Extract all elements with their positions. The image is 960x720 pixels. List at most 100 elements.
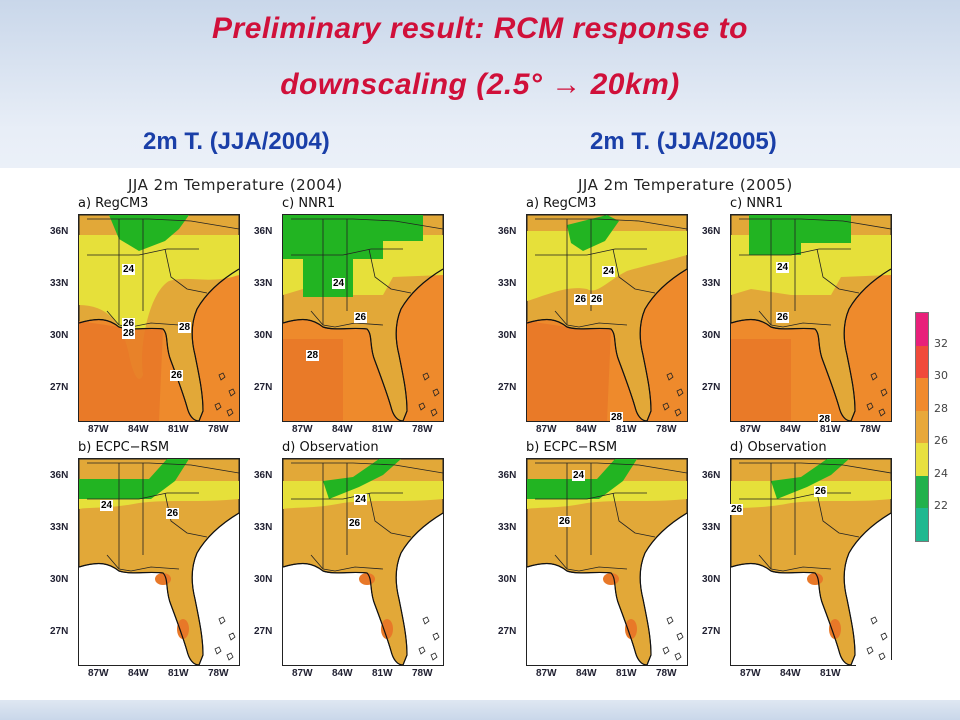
lon-tick-label: 84W: [576, 424, 597, 435]
lat-tick-label: 27N: [702, 382, 721, 393]
corner-box: [856, 660, 936, 704]
subtitle-2005: 2m T. (JJA/2005): [590, 128, 777, 155]
lon-tick-label: 87W: [740, 424, 761, 435]
temperature-map: [731, 215, 891, 421]
lat-tick-label: 36N: [50, 470, 69, 481]
lon-tick-label: 81W: [616, 424, 637, 435]
lat-tick-label: 36N: [254, 226, 273, 237]
contour-label: 26: [590, 294, 604, 305]
lat-tick-label: 30N: [702, 330, 721, 341]
panel-label: c) NNR1: [282, 196, 336, 211]
contour-label: 24: [354, 494, 368, 505]
contour-label: 24: [100, 500, 114, 511]
contour-label: 26: [170, 370, 184, 381]
lon-tick-label: 81W: [168, 424, 189, 435]
temperature-map: [527, 459, 687, 665]
lon-tick-label: 81W: [820, 668, 841, 679]
lat-tick-label: 30N: [254, 574, 273, 585]
contour-label: 24: [776, 262, 790, 273]
colorbar-label: 32: [934, 336, 948, 350]
contour-label: 28: [122, 328, 136, 339]
panel-label: d) Observation: [282, 440, 379, 455]
lat-tick-label: 36N: [498, 226, 517, 237]
contour-label: 28: [178, 322, 192, 333]
figure-title-2004: JJA 2m Temperature (2004): [128, 176, 343, 194]
map-frame: [78, 458, 240, 666]
lon-tick-label: 84W: [128, 668, 149, 679]
lat-tick-label: 27N: [254, 626, 273, 637]
slide-title-line2: downscaling (2.5° → 20km): [280, 68, 680, 101]
lat-tick-label: 30N: [498, 330, 517, 341]
lon-tick-label: 78W: [412, 668, 433, 679]
map-frame: [730, 214, 892, 422]
lat-tick-label: 36N: [702, 226, 721, 237]
colorbar-label: 30: [934, 369, 948, 383]
lat-tick-label: 33N: [254, 278, 273, 289]
subtitle-2004: 2m T. (JJA/2004): [143, 128, 330, 155]
panel-label: d) Observation: [730, 440, 827, 455]
lon-tick-label: 87W: [536, 668, 557, 679]
map-frame: [526, 458, 688, 666]
lon-tick-label: 78W: [208, 424, 229, 435]
map-frame: [78, 214, 240, 422]
map-panel: c) NNR1 24 26 28 36N 33N 30N 27N 87W 84W 81W 78W: [702, 196, 892, 435]
lat-tick-label: 30N: [702, 574, 721, 585]
bottom-decoration: [0, 700, 960, 720]
lon-tick-label: 87W: [88, 424, 109, 435]
temperature-map: [283, 459, 443, 665]
lat-tick-label: 27N: [498, 626, 517, 637]
lon-tick-label: 81W: [820, 424, 841, 435]
lon-tick-label: 87W: [292, 424, 313, 435]
colorbar-segment: [916, 508, 928, 541]
lat-tick-label: 36N: [702, 470, 721, 481]
colorbar-segment: [916, 378, 928, 411]
contour-label: 26: [122, 318, 136, 329]
panel-label: c) NNR1: [730, 196, 784, 211]
contour-label: 24: [602, 266, 616, 277]
lon-tick-label: 81W: [372, 668, 393, 679]
map-panel: c) NNR1 24 26 28 36N 33N 30N 27N 87W 84W 81W 78W: [254, 196, 444, 435]
contour-label: 26: [776, 312, 790, 323]
contour-label: 26: [348, 518, 362, 529]
lat-tick-label: 27N: [50, 382, 69, 393]
colorbar-segment: [916, 345, 928, 379]
contour-label: 24: [332, 278, 346, 289]
map-panel: b) ECPC−RSM 24 26 36N 33N 30N 27N 87W 84W 81W 78W: [50, 440, 240, 679]
lon-tick-label: 87W: [292, 668, 313, 679]
lon-tick-label: 78W: [656, 424, 677, 435]
lat-tick-label: 30N: [50, 330, 69, 341]
lat-tick-label: 36N: [254, 470, 273, 481]
figure-area: JJA 2m Temperature (2004) JJA 2m Tempera…: [0, 168, 960, 700]
lat-tick-label: 27N: [498, 382, 517, 393]
lon-tick-label: 84W: [780, 424, 801, 435]
lat-tick-label: 33N: [702, 522, 721, 533]
colorbar-segment: [916, 475, 928, 509]
contour-label: 24: [572, 470, 586, 481]
lon-tick-label: 81W: [372, 424, 393, 435]
contour-label: 26: [574, 294, 588, 305]
temperature-map: [79, 215, 239, 421]
lat-tick-label: 33N: [50, 522, 69, 533]
map-panel: a) RegCM3 24 26 26 28 36N 33N 30N 27N 87W 84W 81W 78…: [498, 196, 688, 435]
map-panel: b) ECPC−RSM 24 26 36N 33N 30N 27N 87W 84W 81W 78W: [498, 440, 688, 679]
lon-tick-label: 84W: [332, 668, 353, 679]
lat-tick-label: 33N: [498, 278, 517, 289]
lat-tick-label: 27N: [254, 382, 273, 393]
figure-title-2005: JJA 2m Temperature (2005): [578, 176, 793, 194]
temperature-map: [731, 459, 891, 665]
colorbar: [915, 312, 929, 542]
contour-label: 26: [558, 516, 572, 527]
lon-tick-label: 84W: [780, 668, 801, 679]
contour-label: 24: [122, 264, 136, 275]
lon-tick-label: 87W: [740, 668, 761, 679]
map-panel: d) Observation262636N33N30N27N87W84W81W7…: [702, 440, 892, 679]
temperature-map: [527, 215, 687, 421]
lat-tick-label: 33N: [50, 278, 69, 289]
colorbar-segment: [916, 443, 928, 476]
map-frame: [282, 458, 444, 666]
contour-label: 26: [730, 504, 744, 515]
lat-tick-label: 33N: [702, 278, 721, 289]
lat-tick-label: 30N: [498, 574, 517, 585]
panel-label: b) ECPC−RSM: [526, 440, 618, 455]
map-frame: [730, 458, 892, 666]
